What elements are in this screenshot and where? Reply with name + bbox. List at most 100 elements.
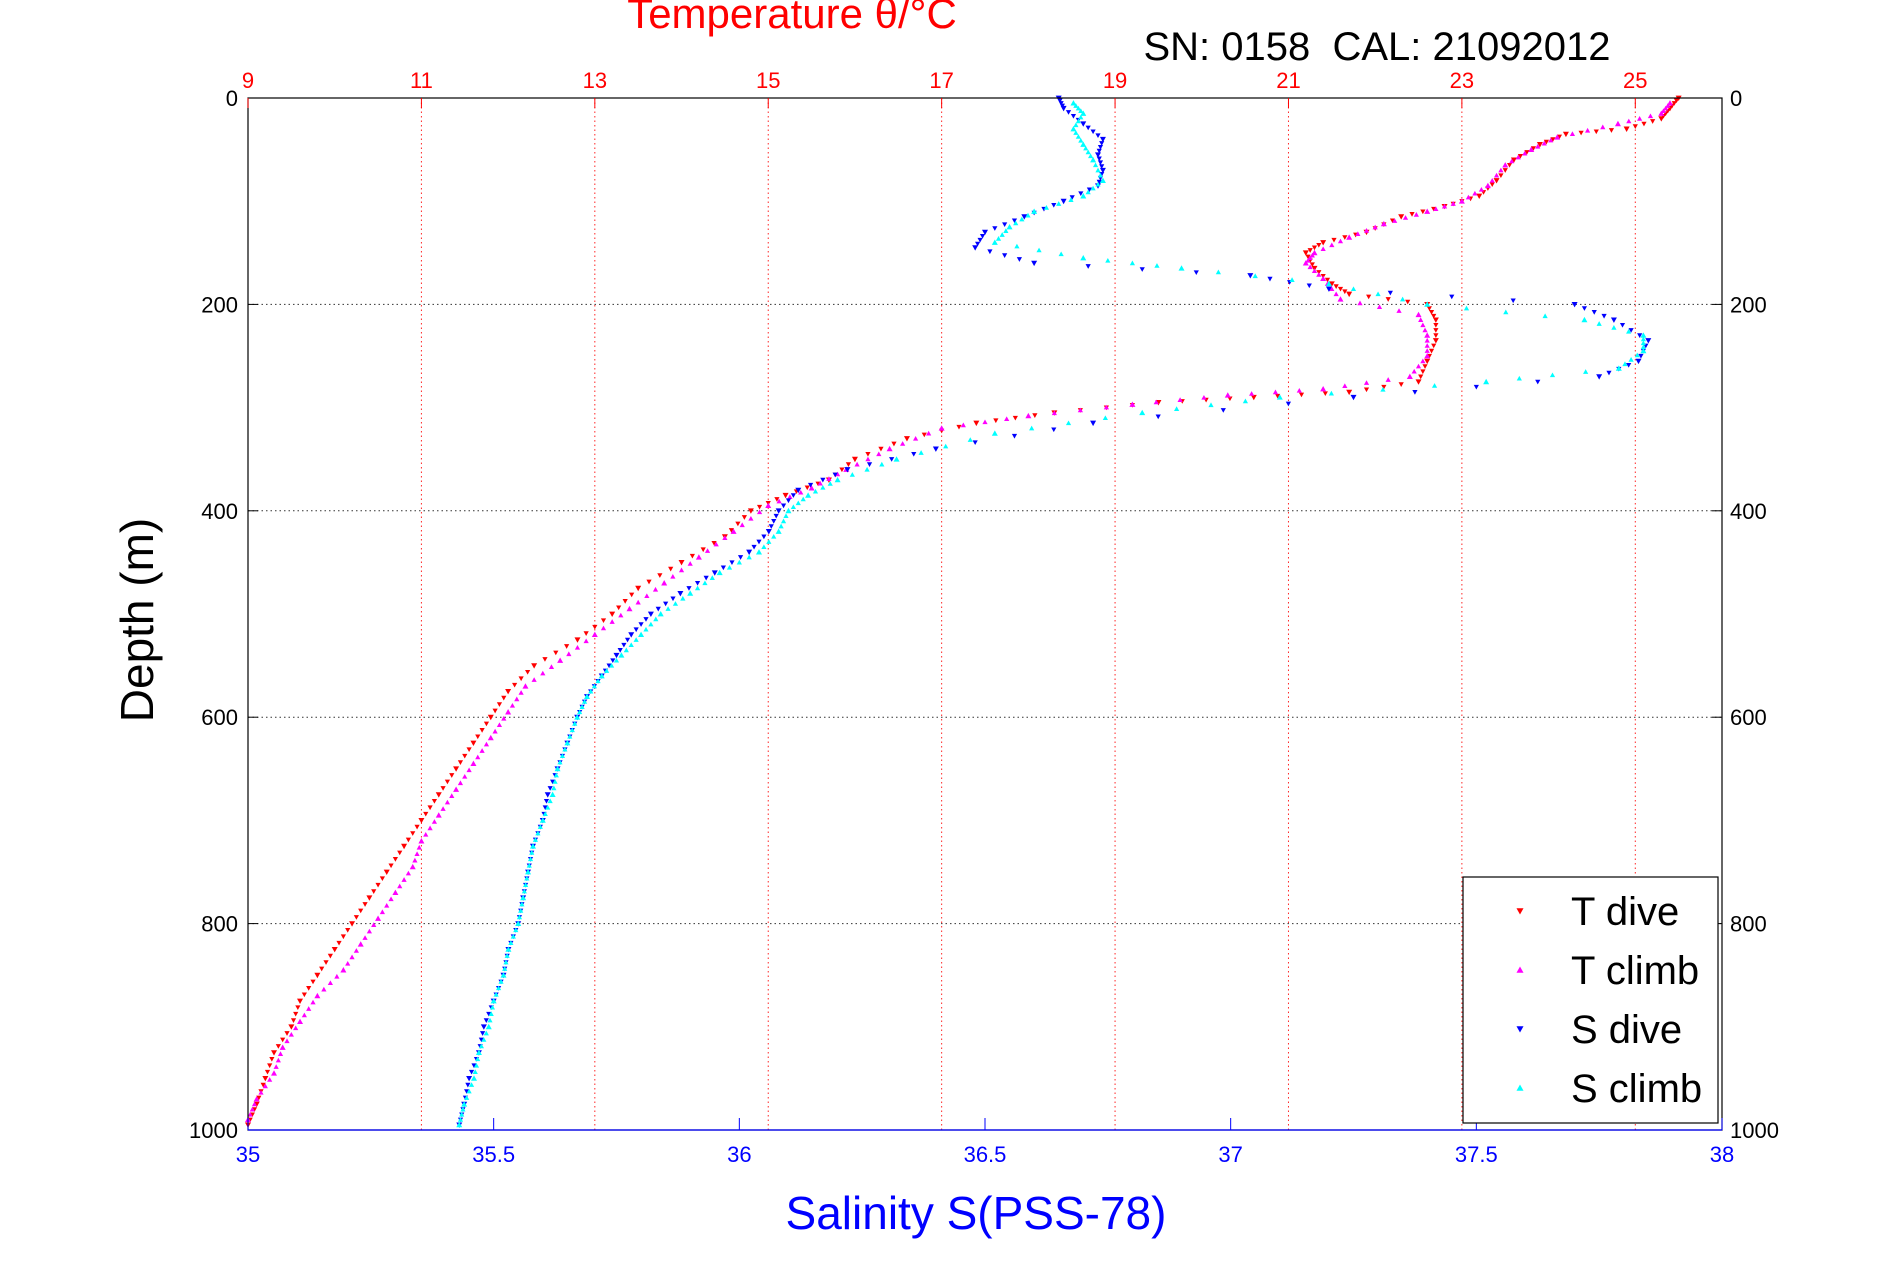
data-point <box>1056 201 1062 206</box>
data-point <box>1542 313 1548 319</box>
data-point <box>1663 105 1669 111</box>
data-point <box>680 595 686 601</box>
data-point <box>629 592 635 598</box>
data-point <box>628 642 634 648</box>
data-point <box>483 1030 489 1036</box>
data-point <box>1550 137 1556 142</box>
data-point <box>876 451 882 457</box>
data-point <box>566 651 572 657</box>
data-point <box>670 573 676 579</box>
data-point <box>979 233 986 239</box>
data-point <box>515 920 522 926</box>
data-point <box>751 544 757 550</box>
data-point <box>1431 383 1438 388</box>
data-point <box>1418 374 1424 380</box>
data-point <box>1392 218 1398 223</box>
data-point <box>358 908 364 914</box>
serial-calibration-label: SN: 0158 CAL: 21092012 <box>1143 25 1610 69</box>
depth-tick-label-right: 600 <box>1730 705 1767 730</box>
data-point <box>1637 333 1643 338</box>
data-point <box>903 436 910 442</box>
data-point <box>557 657 564 663</box>
data-point <box>618 612 624 618</box>
data-point <box>1078 114 1084 120</box>
data-point <box>1085 189 1091 195</box>
data-point <box>943 443 949 449</box>
data-point <box>1346 389 1353 396</box>
data-point <box>487 1017 493 1023</box>
data-point <box>456 1121 463 1128</box>
data-point <box>1014 243 1020 249</box>
data-point <box>1596 321 1602 326</box>
legend-box <box>1462 876 1719 1124</box>
data-point <box>275 1044 281 1049</box>
data-point <box>388 863 394 869</box>
data-point <box>1424 353 1431 359</box>
data-point <box>1647 113 1654 119</box>
data-point <box>844 467 851 473</box>
data-point <box>977 237 983 243</box>
data-point <box>1357 300 1363 306</box>
data-point <box>1396 308 1402 313</box>
data-point <box>900 441 906 446</box>
data-point <box>1058 251 1064 257</box>
data-point <box>535 830 541 836</box>
data-point <box>1622 361 1628 367</box>
data-point <box>1099 164 1105 169</box>
data-point <box>1517 153 1524 159</box>
data-point <box>1375 291 1381 297</box>
depth-tick-label-right: 1000 <box>1730 1118 1779 1143</box>
data-point <box>353 915 359 920</box>
depth-tick-label-left: 600 <box>201 705 238 730</box>
data-point <box>550 779 556 785</box>
data-point <box>314 992 321 999</box>
data-point <box>1530 146 1537 151</box>
data-point <box>1424 337 1430 343</box>
data-point <box>271 1070 278 1076</box>
data-point <box>1619 322 1626 328</box>
data-point <box>1057 98 1063 104</box>
data-point <box>423 831 429 837</box>
data-point <box>466 1088 472 1094</box>
data-point <box>574 637 581 643</box>
data-point <box>1431 313 1437 319</box>
data-point <box>1458 198 1465 204</box>
data-point <box>652 586 659 592</box>
data-point <box>262 1083 268 1089</box>
data-point <box>435 792 442 798</box>
data-point <box>492 728 498 734</box>
data-point <box>532 837 539 842</box>
data-point <box>1593 129 1599 135</box>
data-point <box>375 915 382 921</box>
data-point <box>260 1082 266 1088</box>
data-point <box>805 492 812 498</box>
data-point <box>1626 362 1632 368</box>
data-point <box>1606 370 1612 376</box>
data-point <box>1155 414 1161 420</box>
temperature-tick-label: 23 <box>1450 68 1474 93</box>
data-point <box>1129 260 1135 266</box>
data-point <box>638 631 645 638</box>
data-point <box>1075 105 1081 111</box>
legend-marker <box>1516 908 1524 915</box>
data-point <box>1355 231 1361 237</box>
data-point <box>1095 167 1101 173</box>
data-point <box>584 693 591 699</box>
data-point <box>375 882 381 888</box>
data-point <box>577 709 583 715</box>
data-point <box>435 812 442 818</box>
data-point <box>489 1004 496 1010</box>
data-point <box>423 811 429 817</box>
data-point <box>728 528 734 533</box>
data-point <box>551 785 557 791</box>
data-point <box>1307 255 1313 261</box>
data-point <box>1465 194 1471 200</box>
data-point <box>826 476 832 481</box>
data-point <box>1311 249 1318 256</box>
salinity-axis-title: Salinity S(PSS-78) <box>786 1187 1167 1239</box>
data-point <box>711 540 717 546</box>
data-point <box>668 566 674 572</box>
data-point <box>465 1082 471 1088</box>
data-point <box>729 560 735 565</box>
data-point <box>1090 129 1096 135</box>
